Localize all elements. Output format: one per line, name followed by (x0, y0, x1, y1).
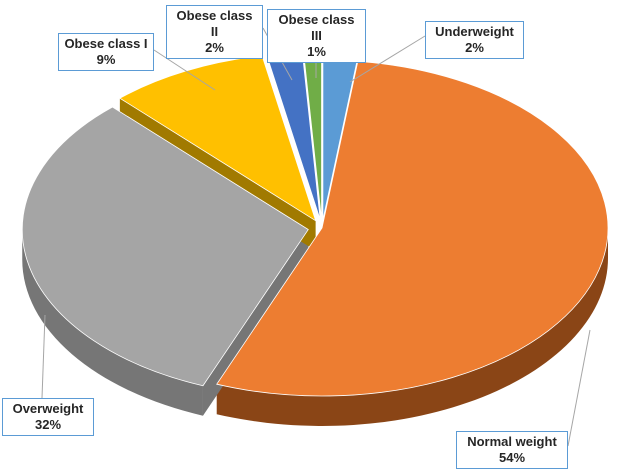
label-overweight: Overweight 32% (2, 398, 94, 436)
slice-normal-weight (216, 60, 609, 397)
label-obese-class-1-value: 9% (96, 52, 116, 67)
label-overweight-value: 32% (34, 417, 62, 432)
label-underweight: Underweight 2% (425, 21, 524, 59)
label-obese-class-1: Obese class I 9% (58, 33, 154, 71)
slice-side-normal-weight (216, 228, 608, 426)
label-underweight-value: 2% (465, 40, 484, 55)
label-normal-weight-name: Normal weight (467, 434, 557, 449)
label-normal-weight-value: 54% (498, 450, 526, 465)
slice-overweight (21, 106, 309, 387)
leader-line-normal-weight (567, 329, 591, 447)
label-underweight-name: Underweight (435, 24, 514, 39)
label-obese-class-2: Obese class II 2% (166, 5, 263, 59)
label-obese-class-3-value: 1% (307, 44, 326, 59)
label-obese-class-3-name: Obese class III (278, 12, 355, 43)
leader-line-overweight (41, 314, 46, 399)
slice-side-overweight (22, 229, 203, 416)
leader-line-obese-class-1 (153, 49, 216, 91)
label-obese-class-3: Obese class III 1% (267, 9, 366, 63)
label-obese-class-2-value: 2% (205, 40, 224, 55)
label-normal-weight: Normal weight 54% (456, 431, 568, 469)
leader-line-underweight (349, 35, 426, 83)
label-obese-class-2-name: Obese class II (176, 8, 253, 39)
label-overweight-name: Overweight (12, 401, 84, 416)
label-obese-class-1-name: Obese class I (64, 36, 148, 51)
